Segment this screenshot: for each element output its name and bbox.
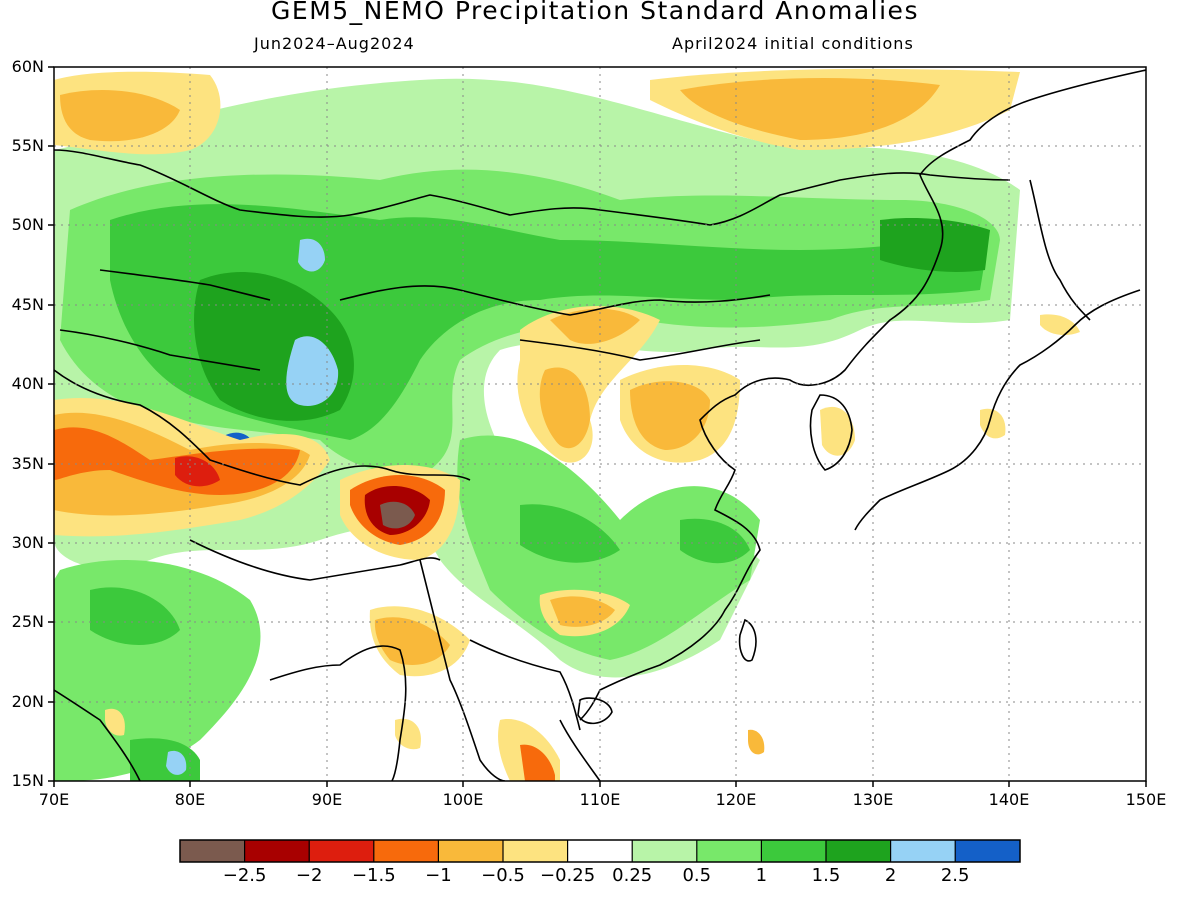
lon-label: 80E xyxy=(174,790,206,809)
lon-label: 90E xyxy=(311,790,343,809)
colorbar-swatch xyxy=(955,840,1020,862)
colorbar-swatch xyxy=(826,840,891,862)
lat-label: 60N xyxy=(11,57,44,76)
lat-label: 45N xyxy=(11,295,44,314)
colorbar-label: −0.5 xyxy=(481,865,525,886)
lat-label: 40N xyxy=(11,374,44,393)
lat-label: 30N xyxy=(11,533,44,552)
lon-label: 70E xyxy=(38,790,70,809)
lon-label: 120E xyxy=(715,790,757,809)
colorbar-label: 1 xyxy=(755,865,768,886)
lat-label: 25N xyxy=(11,612,44,631)
lat-label: 35N xyxy=(11,454,44,473)
colorbar-swatch xyxy=(632,840,697,862)
colorbar xyxy=(179,839,1021,863)
colorbar-label: 2 xyxy=(884,865,897,886)
lat-label: 55N xyxy=(11,136,44,155)
colorbar-frame xyxy=(179,839,1021,863)
map-ticks xyxy=(48,66,1147,787)
graticule xyxy=(54,67,1146,781)
colorbar-label: −0.25 xyxy=(540,865,596,886)
lon-label: 140E xyxy=(988,790,1030,809)
lon-label: 130E xyxy=(852,790,894,809)
colorbar-swatch xyxy=(309,840,374,862)
colorbar-swatch xyxy=(180,840,245,862)
colorbar-label: −2 xyxy=(295,865,323,886)
initial-conditions: April2024 initial conditions xyxy=(672,34,914,53)
lat-label: 50N xyxy=(11,215,44,234)
lon-label: 100E xyxy=(442,790,484,809)
colorbar-label: −1 xyxy=(425,865,452,886)
colorbar-swatch xyxy=(503,840,568,862)
strong-wet-spots xyxy=(166,238,339,775)
lat-label: 15N xyxy=(11,771,44,790)
colorbar-swatch xyxy=(244,840,310,862)
dry-anomaly-field xyxy=(54,68,1080,781)
colorbar-swatch xyxy=(438,840,503,862)
colorbar-label: 1.5 xyxy=(811,865,841,886)
colorbar-swatch xyxy=(696,840,762,862)
coastlines-borders xyxy=(54,69,1146,781)
lat-label: 20N xyxy=(11,692,44,711)
colorbar-label: 0.5 xyxy=(682,865,712,886)
forecast-period: Jun2024–Aug2024 xyxy=(254,34,415,53)
colorbar-swatch xyxy=(890,840,956,862)
lon-label: 110E xyxy=(579,790,621,809)
lon-label: 150E xyxy=(1125,790,1167,809)
colorbar-swatch xyxy=(567,840,633,862)
colorbar-label: −1.5 xyxy=(351,865,396,886)
chart-title: GEM5_NEMO Precipitation Standard Anomali… xyxy=(271,0,919,25)
colorbar-label: 2.5 xyxy=(940,865,970,886)
colorbar-label: −2.5 xyxy=(222,865,267,886)
colorbar-label: 0.25 xyxy=(612,865,653,886)
colorbar-swatch xyxy=(373,840,439,862)
colorbar-swatch xyxy=(761,840,826,862)
map-panel xyxy=(54,67,1146,781)
